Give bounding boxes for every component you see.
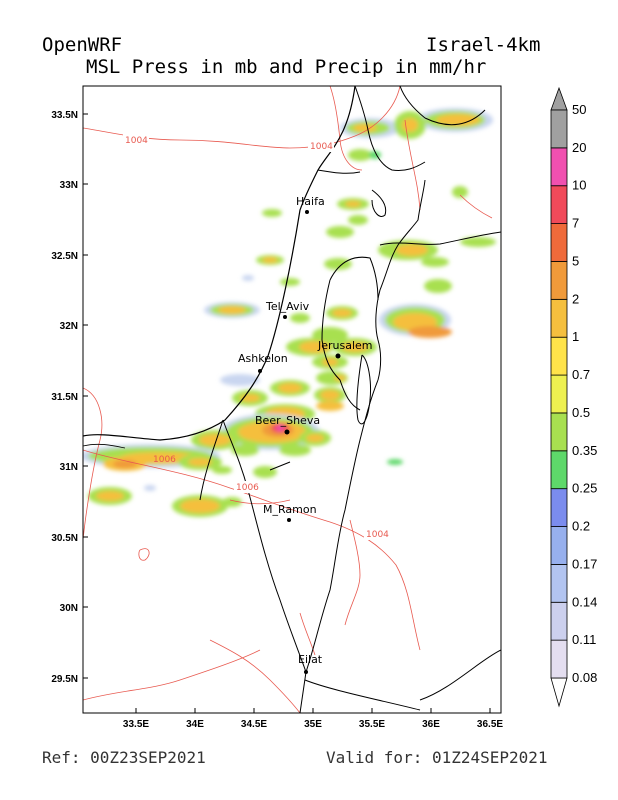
colorbar-swatch	[550, 374, 568, 414]
colorbar-level-label: 1	[572, 329, 579, 344]
colorbar-level-label: 5	[572, 253, 579, 268]
city-marker	[283, 315, 287, 319]
colorbar-level-label: 0.35	[572, 443, 597, 458]
lat-axis: 33.5N 33N 32.5N 32N 31.5N 31N 30.5N 30N …	[51, 110, 88, 685]
colorbar-bottom-triangle	[550, 677, 568, 708]
colorbar-swatch	[550, 185, 568, 225]
colorbar-level-label: 0.7	[572, 367, 590, 382]
lon-tick-label: 33.5E	[123, 719, 149, 730]
colorbar: 0.08 0.11 0.14 0.17 0.2 0.25 0.35 0.5 0.7 1 2 5 7 10 2…	[550, 86, 597, 708]
lat-tick-label: 30.5N	[51, 533, 78, 544]
lat-tick-label: 33N	[60, 180, 78, 191]
colorbar-swatch	[550, 526, 568, 565]
city-label-jerusalem: Jerusalem	[317, 339, 373, 352]
lon-tick-label: 35E	[304, 719, 322, 730]
city-marker	[305, 210, 309, 214]
colorbar-swatch	[550, 109, 568, 149]
isobar-label: 1006	[153, 455, 176, 465]
reference-time: Ref: 00Z23SEP2021	[42, 748, 206, 767]
colorbar-top-triangle	[550, 86, 568, 111]
colorbar-swatch	[550, 336, 568, 376]
isobar-labels: 1004 1004 1006 1006 1004	[123, 134, 390, 540]
city-label-ashkelon: Ashkelon	[238, 352, 288, 365]
map-title: MSL Press in mb and Precip in mm/hr	[86, 56, 487, 78]
colorbar-swatch	[550, 639, 568, 679]
isobar-label: 1006	[236, 483, 259, 493]
colorbar-level-label: 0.2	[572, 519, 590, 534]
isobar-label: 1004	[125, 136, 148, 146]
isobar-label: 1004	[366, 530, 389, 540]
lat-tick-label: 29.5N	[51, 674, 78, 685]
colorbar-level-label: 0.08	[572, 670, 597, 685]
colorbar-level-label: 7	[572, 216, 579, 231]
lon-tick-label: 36E	[422, 719, 440, 730]
colorbar-level-label: 50	[572, 102, 586, 117]
city-label-tel-aviv: Tel_Aviv	[265, 300, 310, 313]
city-marker	[287, 518, 291, 522]
city-label-m-ramon: M_Ramon	[263, 503, 317, 516]
lat-tick-label: 31.5N	[51, 392, 78, 403]
city-label-beer-sheva: Beer_Sheva	[255, 414, 320, 427]
lat-tick-label: 32N	[60, 321, 78, 332]
lon-axis: 33.5E 34E 34.5E 35E 35.5E 36E 36.5E	[123, 708, 503, 730]
colorbar-swatch	[550, 450, 568, 490]
colorbar-level-label: 0.17	[572, 556, 597, 571]
valid-time: Valid for: 01Z24SEP2021	[326, 748, 548, 767]
lat-tick-label: 33.5N	[51, 110, 78, 121]
colorbar-level-label: 0.25	[572, 481, 597, 496]
lon-tick-label: 34E	[186, 719, 204, 730]
cities-layer: Haifa Tel_Aviv Jerusalem Ashkelon Beer_S…	[238, 195, 373, 674]
colorbar-level-label: 10	[572, 178, 586, 193]
lat-tick-label: 30N	[60, 603, 78, 614]
model-name: OpenWRF	[42, 34, 123, 56]
city-label-haifa: Haifa	[296, 195, 325, 208]
colorbar-swatch	[550, 601, 568, 641]
city-marker	[304, 670, 308, 674]
isobar-layer	[83, 86, 493, 713]
lon-tick-label: 36.5E	[477, 719, 503, 730]
city-marker	[258, 369, 262, 373]
city-marker	[284, 429, 290, 435]
colorbar-level-label: 0.11	[572, 632, 596, 647]
colorbar-level-label: 20	[572, 140, 586, 155]
city-label-eilat: Eilat	[298, 653, 323, 666]
colorbar-swatch	[550, 564, 568, 603]
colorbar-swatch	[550, 298, 568, 338]
colorbar-swatch	[550, 147, 568, 187]
map-content: 1004 1004 1006 1006 1004 Haifa Tel_Aviv …	[83, 86, 501, 713]
lat-tick-label: 31N	[60, 462, 78, 473]
colorbar-level-label: 2	[572, 291, 579, 306]
domain-name: Israel-4km	[426, 34, 541, 56]
colorbar-swatch	[550, 412, 568, 452]
lon-tick-label: 35.5E	[359, 719, 385, 730]
city-marker	[335, 353, 341, 359]
colorbar-swatch	[550, 261, 568, 300]
lat-tick-label: 32.5N	[51, 251, 78, 262]
map-frame	[82, 85, 502, 714]
colorbar-swatch	[550, 488, 568, 527]
lon-tick-label: 34.5E	[241, 719, 267, 730]
isobar-label: 1004	[310, 142, 333, 152]
colorbar-level-label: 0.14	[572, 594, 597, 609]
colorbar-level-label: 0.5	[572, 405, 590, 420]
colorbar-swatch	[550, 223, 568, 262]
borders-layer	[83, 86, 501, 713]
